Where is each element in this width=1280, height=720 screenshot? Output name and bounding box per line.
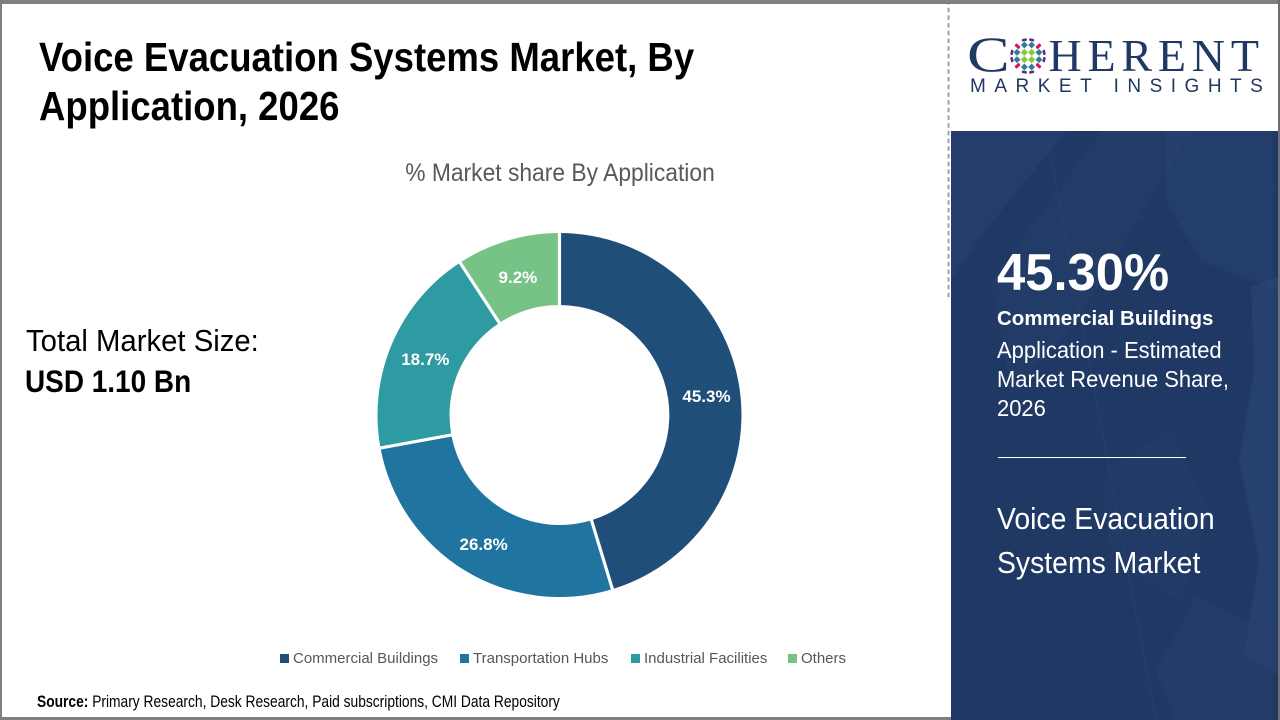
svg-text:9.2%: 9.2% — [499, 268, 538, 287]
svg-text:45.3%: 45.3% — [682, 387, 730, 406]
svg-text:26.8%: 26.8% — [459, 535, 507, 554]
svg-text:18.7%: 18.7% — [401, 350, 449, 369]
